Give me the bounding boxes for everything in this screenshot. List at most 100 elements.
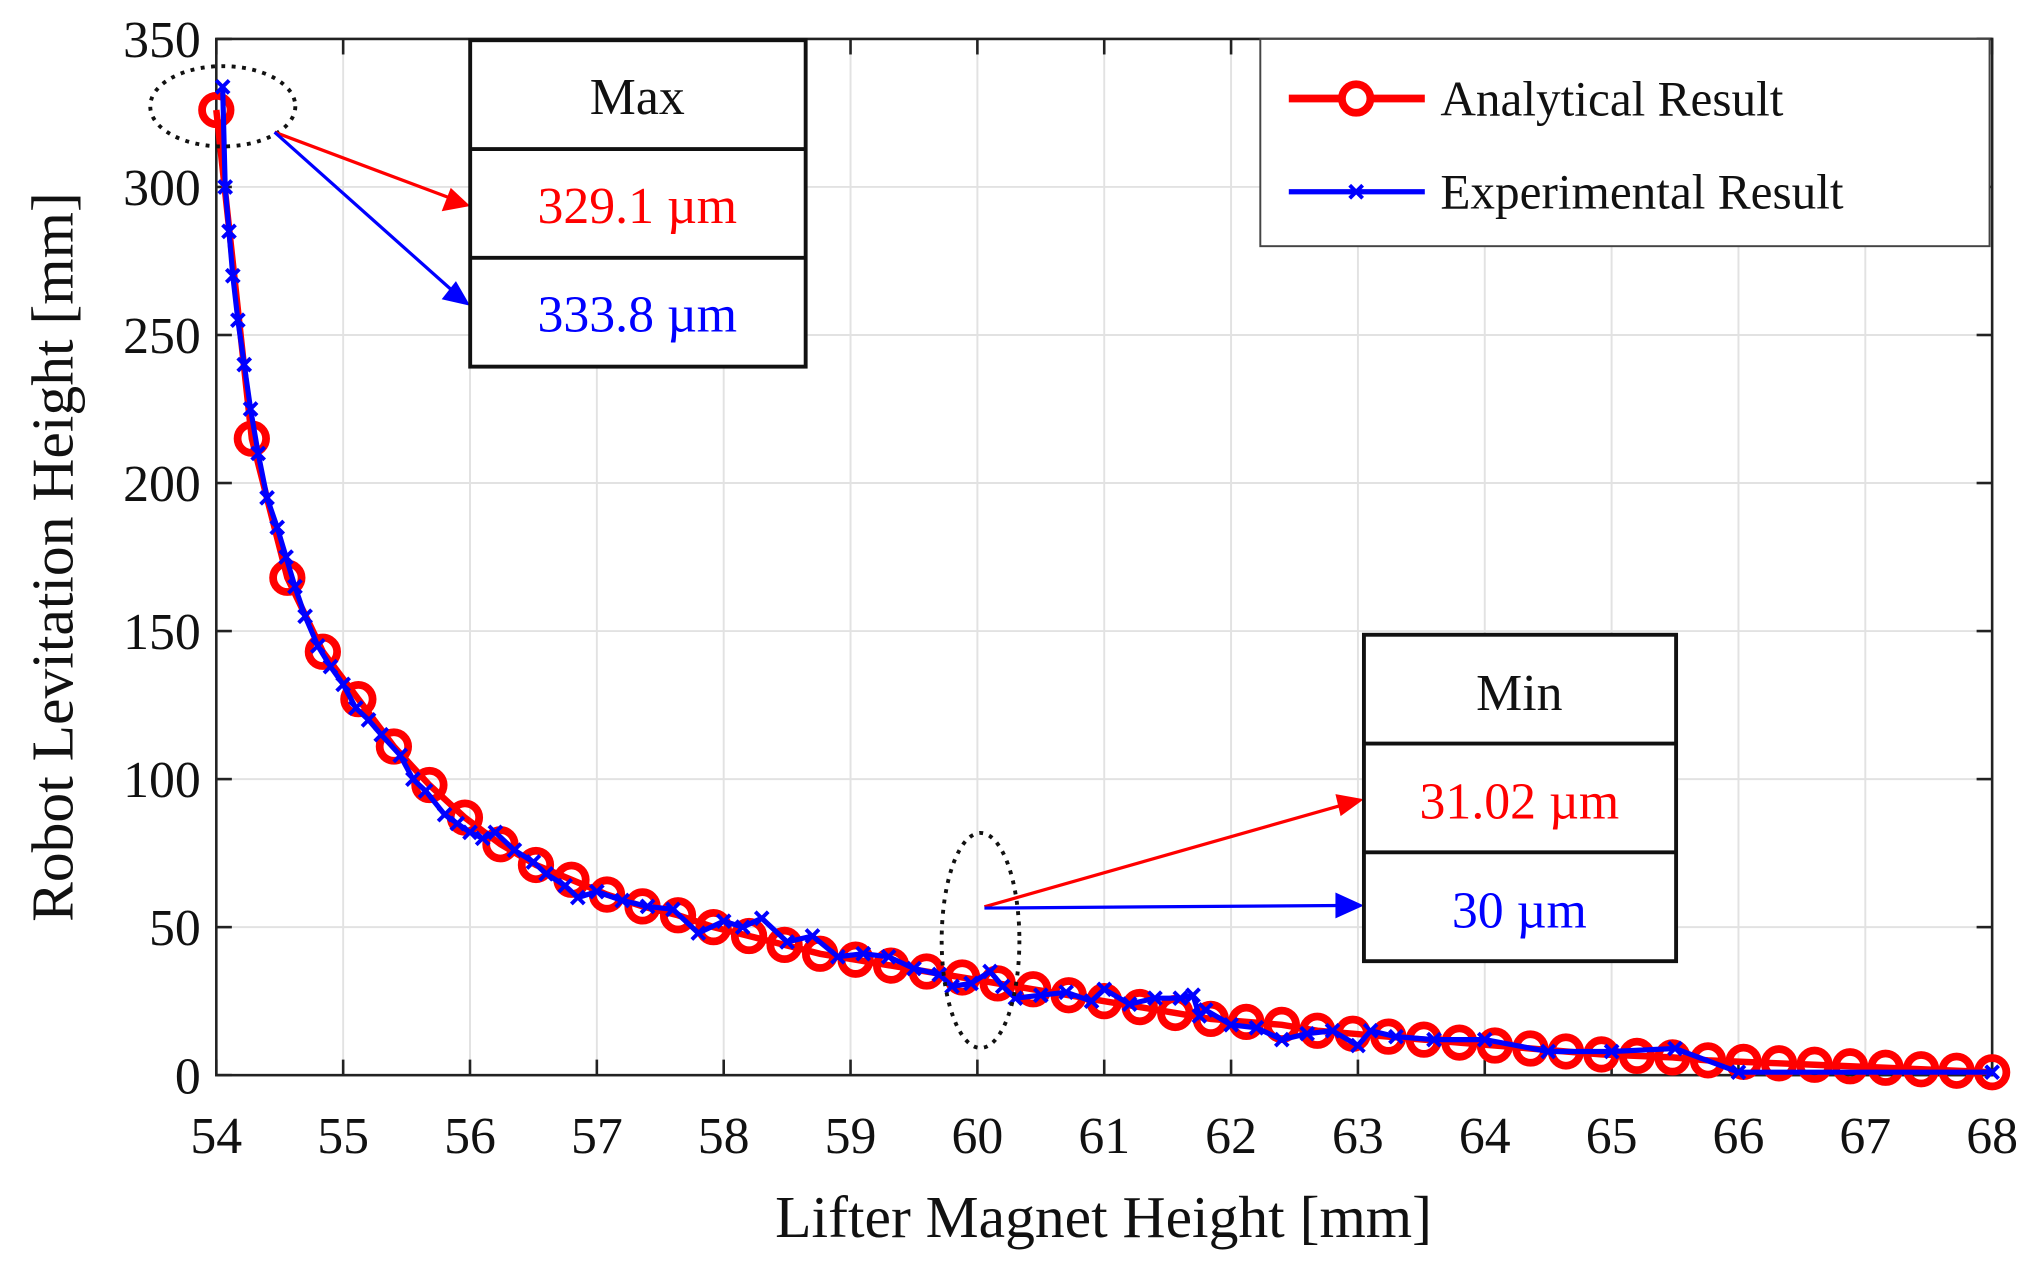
experimental-data-point	[906, 960, 922, 977]
experimental-data-point	[880, 948, 897, 965]
max-title: Max	[590, 69, 685, 126]
x-tick-label: 62	[1205, 1108, 1257, 1165]
min-experimental-value: 30 µm	[1452, 882, 1587, 939]
experimental-data-point	[1121, 996, 1138, 1012]
min-highlight-ellipse	[939, 830, 1022, 1050]
experimental-data-point	[690, 925, 707, 941]
analytical-data-point	[979, 965, 1016, 1002]
x-tick-label: 54	[190, 1108, 242, 1165]
experimental-data-point	[830, 948, 846, 965]
y-tick-label: 150	[123, 604, 201, 661]
experimental-data-point	[525, 854, 542, 870]
experimental-data-point	[1984, 1064, 2000, 1081]
experimental-data-point	[269, 519, 286, 536]
experimental-data-point	[487, 824, 504, 841]
experimental-data-point	[588, 883, 605, 900]
experimental-data-point	[944, 978, 960, 995]
max-box: Max 329.1 µm 333.8 µm	[468, 38, 808, 369]
x-tick-label: 55	[317, 1108, 369, 1165]
analytical-data-point	[1618, 1037, 1656, 1075]
experimental-data-point	[405, 771, 421, 787]
x-tick-label: 61	[1078, 1108, 1130, 1165]
max-analytical-value: 329.1 µm	[537, 178, 737, 235]
min-analytical-arrowhead	[1335, 794, 1364, 817]
x-tick-label: 60	[951, 1108, 1003, 1165]
x-tick-label: 59	[825, 1108, 877, 1165]
experimental-data-point	[297, 608, 313, 625]
experimental-data-point	[373, 726, 390, 743]
experimental-data-point	[1096, 981, 1113, 998]
experimental-data-point	[1540, 1043, 1557, 1060]
max-experimental-arrow	[273, 130, 455, 293]
x-tick-label: 65	[1586, 1108, 1638, 1165]
experimental-data-point	[614, 892, 631, 909]
experimental-data-point	[236, 356, 253, 373]
experimental-data-point	[963, 975, 979, 992]
experimental-data-point	[1248, 1019, 1265, 1036]
y-tick-label: 50	[149, 900, 201, 957]
experimental-data-point	[449, 815, 466, 832]
experimental-data-point	[1350, 1037, 1366, 1054]
experimental-data-point	[242, 401, 259, 417]
experimental-data-point	[1058, 984, 1075, 1001]
plot-frame	[215, 37, 1994, 1077]
max-highlight-ellipse	[148, 64, 298, 149]
experimental-data-point	[392, 747, 409, 764]
legend-experimental-label: Experimental Result	[1440, 165, 1844, 220]
experimental-data-point	[1273, 1031, 1290, 1048]
max-analytical-arrowhead	[441, 187, 471, 212]
analytical-data-point	[1831, 1048, 1869, 1085]
experimental-data-point	[1476, 1031, 1493, 1048]
experimental-data-point	[474, 830, 491, 847]
legend-experimental-marker	[1348, 183, 1365, 200]
x-axis-label: Lifter Magnet Height [mm]	[775, 1184, 1432, 1250]
min-title: Min	[1476, 665, 1562, 722]
legend-analytical-label: Analytical Result	[1440, 71, 1783, 126]
experimental-data-point	[322, 658, 339, 675]
experimental-data-point	[250, 445, 267, 462]
analytical-data-point	[1689, 1042, 1727, 1079]
min-experimental-arrowhead	[1335, 892, 1364, 919]
series-layer	[198, 79, 2011, 1091]
min-analytical-arrow	[983, 802, 1345, 909]
y-tick-label: 250	[123, 308, 201, 365]
experimental-data-point	[1147, 990, 1163, 1007]
experimental-data-point	[1426, 1031, 1442, 1048]
analytical-data-point	[1760, 1045, 1798, 1082]
experimental-data-point	[214, 79, 231, 95]
experimental-data-point	[335, 676, 352, 693]
experimental-data-point	[1388, 1028, 1404, 1045]
tick-labels: 54 55 56 57 58 59 60 61 62 63 64 65 66 67 68 0 50 100 150 2…	[123, 12, 2018, 1165]
experimental-data-point	[1172, 990, 1189, 1007]
experimental-data-point	[224, 267, 241, 284]
experimental-data-point	[462, 824, 478, 841]
experimental-data-point	[436, 806, 453, 823]
experimental-data-point	[538, 865, 554, 882]
min-box: Min 31.02 µm 30 µm	[1361, 632, 1679, 964]
experimental-data-point	[1362, 1022, 1379, 1039]
experimental-data-point	[217, 179, 234, 195]
experimental-data-point	[1083, 993, 1100, 1009]
analytical-data-point	[1654, 1039, 1691, 1076]
x-tick-label: 58	[698, 1108, 750, 1165]
experimental-data-point	[1032, 987, 1049, 1004]
experimental-data-point	[360, 712, 377, 728]
x-tick-label: 57	[571, 1108, 623, 1165]
experimental-data-point	[734, 919, 751, 935]
y-tick-label: 0	[175, 1048, 201, 1105]
x-tick-label: 67	[1839, 1108, 1891, 1165]
y-tick-label: 100	[123, 752, 201, 809]
min-experimental-arrow	[984, 903, 1342, 910]
experimental-data-point	[982, 963, 998, 980]
experimental-data-point	[506, 842, 523, 858]
experimental-data-point	[1197, 1002, 1214, 1018]
experimental-data-point	[1223, 1016, 1239, 1033]
experimental-data-point	[1185, 987, 1201, 1004]
analytical-data-point	[517, 846, 555, 884]
max-experimental-arrowhead	[441, 281, 471, 306]
experimental-data-point	[287, 578, 303, 595]
legend: Analytical Result Experimental Result	[1259, 37, 1991, 248]
experimental-data-point	[931, 966, 948, 983]
experimental-data-point	[309, 638, 326, 654]
